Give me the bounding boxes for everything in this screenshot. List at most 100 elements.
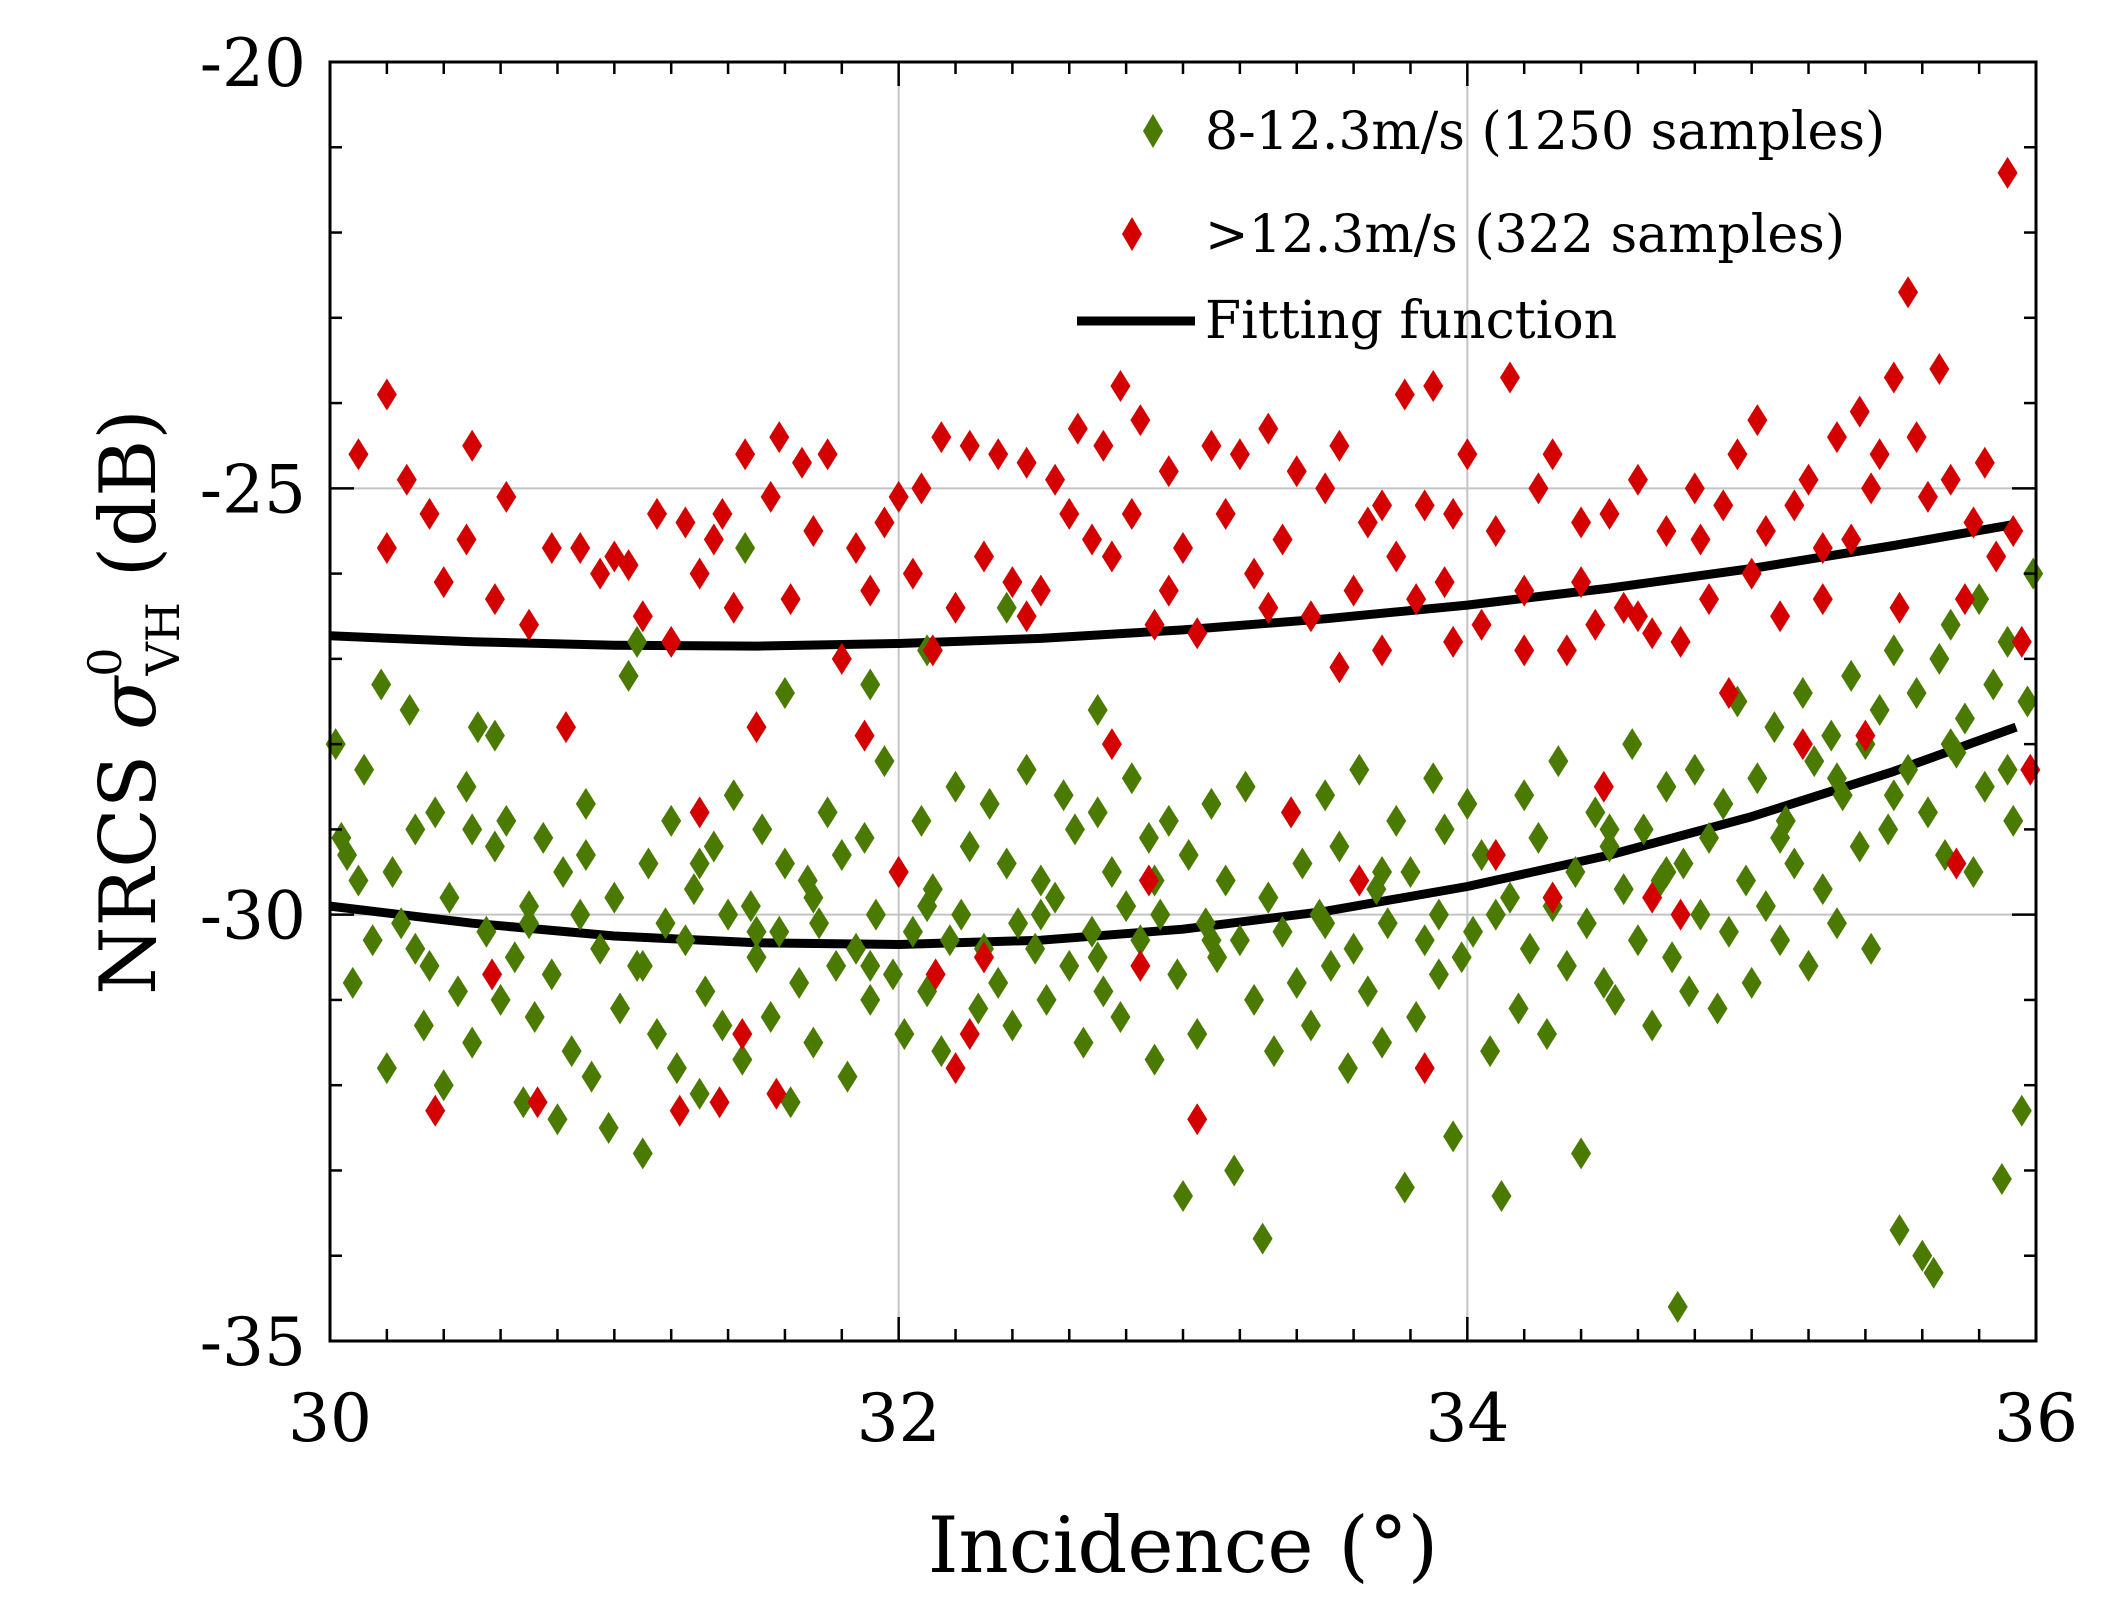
point-green (1443, 1120, 1464, 1153)
point-red (396, 463, 417, 496)
point-red (1201, 429, 1222, 462)
point-green (945, 770, 966, 803)
point-red (1593, 770, 1614, 803)
point-green (456, 770, 477, 803)
point-red (376, 378, 397, 411)
point-green (604, 881, 625, 914)
point-green (740, 890, 761, 923)
point-green (627, 625, 648, 658)
point-green (1045, 881, 1066, 914)
legend-label-fit: Fitting function (1205, 291, 1617, 351)
point-red (1599, 497, 1620, 530)
point-green (1735, 864, 1756, 897)
point-red (1286, 455, 1307, 488)
point-red (1329, 429, 1350, 462)
point-green (1969, 583, 1990, 616)
point-green (610, 992, 631, 1025)
point-green (865, 898, 886, 931)
point-red (922, 634, 943, 667)
point-green (1792, 676, 1813, 709)
point-green (1679, 975, 1700, 1008)
point-green (803, 1026, 824, 1059)
point-red (1281, 796, 1302, 829)
point-green (1178, 838, 1199, 871)
point-red (1016, 446, 1037, 479)
point-red (1244, 557, 1265, 590)
point-red (1173, 532, 1193, 565)
point-red (1684, 472, 1705, 505)
point-red (1906, 421, 1927, 454)
point-green (1499, 881, 1520, 914)
point-green (1357, 975, 1378, 1008)
point-green (462, 1026, 483, 1059)
point-red (1849, 395, 1870, 428)
point-green (1121, 762, 1142, 795)
point-green (519, 907, 540, 940)
point-green (931, 1035, 952, 1068)
point-red (1883, 361, 1904, 394)
point-red (1067, 412, 1088, 445)
point-green (447, 975, 468, 1008)
point-red (1187, 1103, 1208, 1136)
point-red (689, 796, 710, 829)
point-green (575, 838, 596, 871)
point-green (342, 966, 363, 999)
point-red (689, 557, 710, 590)
point-green (882, 958, 903, 991)
point-red (888, 856, 909, 889)
point-green (917, 890, 938, 923)
x-tick-label: 30 (288, 1380, 372, 1457)
point-red (1372, 634, 1393, 667)
point-green (902, 915, 923, 948)
point-green (854, 821, 875, 854)
point-green (746, 941, 767, 974)
point-green (1471, 838, 1492, 871)
point-green (467, 711, 488, 744)
point-green (1349, 753, 1370, 786)
point-green (1605, 983, 1626, 1016)
point-red (618, 549, 639, 582)
point-red (1627, 600, 1648, 633)
point-green (1798, 949, 1819, 982)
point-red (1121, 497, 1142, 530)
point-green (712, 1009, 733, 1042)
point-green (1315, 779, 1336, 812)
point-red (1812, 583, 1833, 616)
point-green (1912, 1239, 1933, 1272)
point-green (419, 949, 440, 982)
point-green (1423, 762, 1444, 795)
point-red (1869, 438, 1890, 471)
x-tick-label: 32 (857, 1380, 941, 1457)
y-axis-title-superscript: 0 (78, 647, 132, 676)
point-red (1798, 463, 1819, 496)
data-points (325, 156, 2044, 1323)
point-red (988, 438, 1009, 471)
point-green (1414, 924, 1435, 957)
point-red (1642, 881, 1663, 914)
point-green (1087, 941, 1108, 974)
point-red (1030, 574, 1051, 607)
point-green (1110, 1000, 1131, 1033)
point-green (1030, 898, 1051, 931)
point-green (1974, 770, 1995, 803)
point-red (902, 557, 923, 590)
point-red (1059, 497, 1080, 530)
point-red (780, 583, 801, 616)
point-green (1215, 864, 1236, 897)
point-green (1025, 932, 1046, 965)
point-green (1917, 796, 1938, 829)
point-red (945, 591, 966, 624)
y-axis-title-subscript: VH (136, 602, 190, 676)
point-green (1377, 907, 1398, 940)
y-axis-title: NRCS σ0VH (dB) (78, 409, 190, 995)
point-green (675, 924, 696, 957)
point-green (1235, 770, 1256, 803)
point-red (1101, 728, 1122, 761)
point-red (1082, 523, 1103, 556)
point-green (1906, 676, 1927, 709)
point-red (760, 480, 781, 513)
point-green (524, 1000, 545, 1033)
point-green (519, 890, 540, 923)
point-red (1093, 429, 1114, 462)
point-red (1016, 600, 1037, 633)
